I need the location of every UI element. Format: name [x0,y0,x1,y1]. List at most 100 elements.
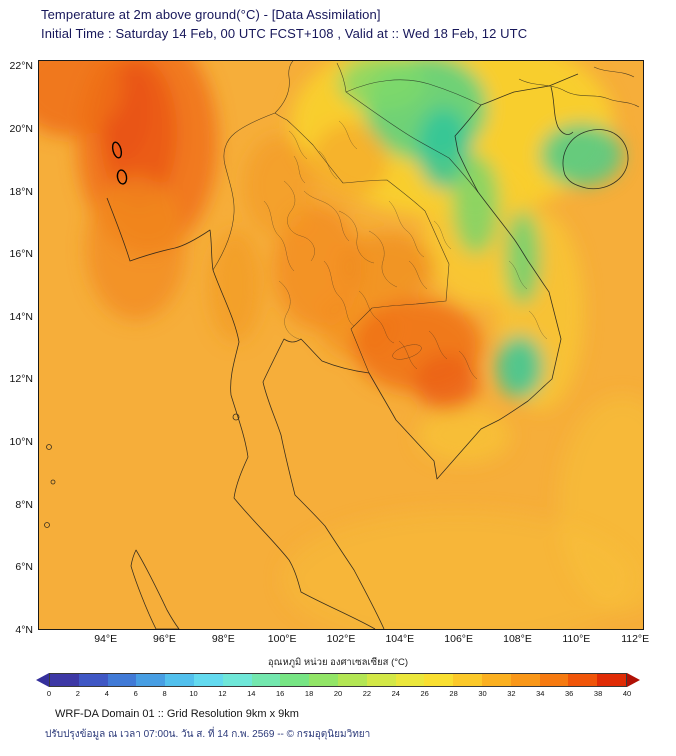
colorbar-segment [107,674,137,686]
coastline-borders [44,73,629,629]
colorbar-segment [568,674,598,686]
colorbar-tick-label: 10 [189,689,198,698]
temperature-field [39,61,643,629]
lon-tick-label: 104°E [385,633,415,645]
island-dot [50,479,56,485]
lat-tick-label: 10°N [9,436,33,449]
border-golden-triangle [274,112,288,121]
colorbar-label: อุณหภูมิ หน่วย องศาเซลเซียส (°C) [267,657,409,668]
colorbar-segment [366,674,396,686]
colorbar-segment [165,674,194,686]
colorbar-segment [453,674,482,686]
lon-axis: 94°E 96°E 98°E 100°E 102°E 104°E 106°E 108°E 110… [38,633,649,647]
colorbar-block: อุณหภูมิ หน่วย องศาเซลเซียส (°C) 0 2 4 6 8 10… [36,655,640,699]
coastline-leizhou [550,86,574,135]
colorbar-segment [280,674,310,686]
colorbar-tick-label: 28 [449,689,458,698]
colorbar-segments [49,673,627,687]
colorbar-tick-label: 30 [478,689,487,698]
coastline-myanmar-peninsula-west [106,197,376,629]
temp-region-viet-coast-green-streak [505,210,541,305]
colorbar-tick-label: 16 [276,689,285,698]
colorbar-tick-label: 22 [362,689,372,698]
lat-tick-label: 16°N [9,248,33,261]
coastline-sumatra-tip [130,549,180,629]
colorbar-tick-label: 18 [304,689,314,698]
colorbar-segment [510,674,540,686]
colorbar-tick-label: 38 [593,689,603,698]
map-plot [38,60,644,630]
lon-tick-label: 94°E [94,633,118,645]
border-mekong-thai-lao-cambodia [286,119,450,374]
lon-tick-label: 96°E [153,633,176,645]
colorbar-segment [395,674,425,686]
lat-tick-label: 8°N [15,498,33,511]
colorbar-tick-label: 8 [162,689,167,698]
colorbar-tick-label: 24 [391,689,400,698]
temperature-map-svg [39,61,643,629]
lon-tick-label: 102°E [326,633,356,645]
island-dot [232,413,240,421]
temp-region-top-left-corner-hot [39,61,124,136]
colorbar-segment [78,674,108,686]
temp-region-mekong-delta-yellow [417,407,511,464]
colorbar-segment [136,674,166,686]
lat-tick-label: 22°N [9,60,33,73]
lon-tick-label: 106°E [444,633,474,645]
colorbar-tick-label: 4 [104,689,109,698]
temp-region-north-thai-orange [244,135,315,236]
colorbar-tick-label: 26 [420,689,429,698]
colorbar-segment [309,674,338,686]
border-thai-myanmar [212,112,276,271]
province-boundaries [263,120,548,380]
lon-tick-label: 100°E [267,633,297,645]
zero-contour-ring [116,169,128,185]
colorbar-tick-label: 12 [218,689,227,698]
temp-region-myanmar-coast-south-orange [86,176,186,321]
temp-region-isaan-orange [341,232,435,302]
island-dot [44,522,50,528]
lat-tick-label: 20°N [9,122,33,135]
colorbar-segment [424,674,454,686]
temp-region-nvietnam-green-west-arm [338,61,426,111]
lon-tick-label: 112°E [621,633,650,645]
country-borders [212,61,640,374]
lat-tick-label: 4°N [15,624,33,636]
colorbar-arrow-right [627,673,640,687]
lat-tick-label: 14°N [9,310,33,323]
colorbar-tick-label: 32 [507,689,516,698]
temp-region-laos-mid-orange [311,123,388,199]
tonle-sap-lake [392,344,422,360]
colorbar [36,673,640,687]
temp-region-cambodia-hot-core [414,354,479,411]
temp-region-central-thai-orange [273,204,362,330]
lat-tick-label: 18°N [9,185,33,198]
lat-tick-label: 6°N [15,561,33,574]
coastline-hainan-island [562,129,629,190]
temp-region-south-sea-yellow [282,510,635,629]
island-dot [46,444,52,450]
colorbar-arrow-left [36,673,49,687]
colorbar-ticks: 0 2 4 6 8 10 12 14 16 18 20 22 24 26 28 30 32 34 36 38 40 [46,689,631,699]
colorbar-tick-label: 0 [46,689,52,698]
header: Temperature at 2m above ground(°C) - [Da… [41,6,527,43]
border-china-inland-1 [518,78,640,108]
colorbar-tick-label: 34 [536,689,545,698]
temp-region-annamite-green-arm [452,154,500,255]
colorbar-tick-label: 14 [247,689,256,698]
colorbar-tick-label: 20 [333,689,343,698]
colorbar-segment [193,674,223,686]
temp-region-west-thai-orange [209,229,262,342]
colorbar-segment [251,674,281,686]
temp-region-nvietnam-teal-core [417,107,470,189]
colorbar-segment [222,674,252,686]
coastline-gulf-vietnam [262,73,579,629]
lat-axis: 22°N 20°N 18°N 16°N 14°N 12°N 10°N 8°N 6°N 4°N [0,60,36,636]
map-subtitle: Initial Time : Saturday 14 Feb, 00 UTC F… [41,25,528,41]
lon-tick-label: 108°E [503,633,532,645]
footer-domain-info: WRF-DA Domain 01 :: Grid Resolution 9km … [55,708,299,720]
colorbar-tick-label: 40 [622,689,632,698]
border-myanmar-china [274,61,294,114]
map-title: Temperature at 2m above ground(°C) - [Da… [41,7,381,22]
colorbar-segment [539,674,569,686]
